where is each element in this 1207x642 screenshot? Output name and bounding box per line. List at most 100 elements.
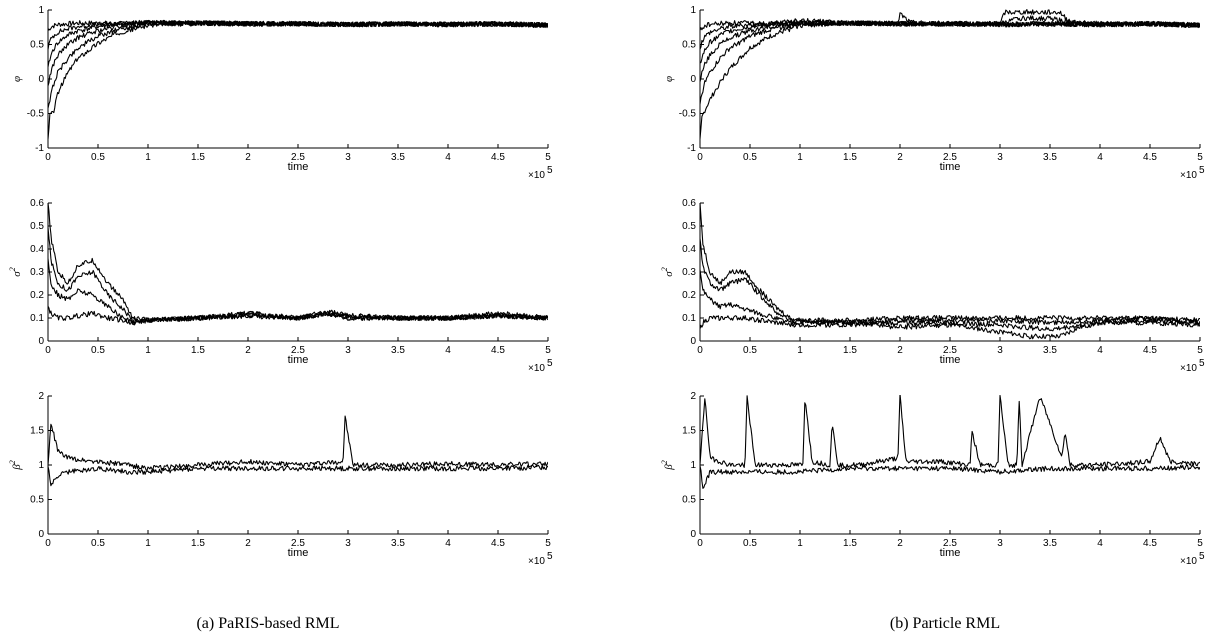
series-line-2: [700, 9, 1200, 50]
x-tick-label: 2.5: [943, 345, 957, 356]
x-tick-label: 1.5: [843, 345, 857, 356]
x-tick-label: 1: [145, 152, 151, 163]
x-tick-label: 0: [697, 152, 703, 163]
y-tick-label: 0.5: [682, 40, 696, 51]
y-tick-label: 2: [690, 391, 696, 402]
series-line-3: [48, 258, 548, 326]
chart-panel-a-1: 0 0.5 1 1.5 2 2.5 3 3.5 4 4.5 5 0 0.1 0.2 0.3 0.4 0.5 0.6…: [8, 198, 553, 374]
chart-panel-a-0: 0 0.5 1 1.5 2 2.5 3 3.5 4 4.5 5 -1 -0.5 0 0.5 1 time ×10 5…: [11, 5, 553, 181]
x-tick-label: 4: [1097, 152, 1103, 163]
y-tick-label: -0.5: [27, 109, 45, 120]
y-tick-label: 0.6: [30, 198, 44, 209]
series-line-1: [700, 202, 1200, 324]
y-tick-label: 0.1: [682, 313, 696, 324]
y-tick-label: 0: [690, 336, 696, 347]
y-tick-label: 0.1: [30, 313, 44, 324]
x-tick-label: 1.5: [843, 538, 857, 549]
x-tick-label: 3: [345, 152, 351, 163]
x-tick-label: 0: [697, 538, 703, 549]
y-tick-label: 0.5: [30, 221, 44, 232]
x-tick-label: 0.5: [91, 152, 105, 163]
y-tick-label: 0.2: [30, 290, 44, 301]
chart-panel-b-3: 0 0.5 1 1.5 2 2.5 3 3.5 4 4.5 5 -1 -0.5 0 0.5 1 time ×10 5…: [663, 5, 1205, 181]
y-axis-label-superscript: 2: [660, 460, 669, 464]
x-tick-label: 4.5: [491, 345, 505, 356]
x-tick-label: 4: [445, 538, 451, 549]
y-tick-label: 0: [38, 529, 44, 540]
x-multiplier-exponent: 5: [1199, 165, 1205, 176]
x-tick-label: 2: [245, 345, 251, 356]
x-multiplier-exponent: 5: [547, 358, 553, 369]
x-tick-label: 4: [1097, 538, 1103, 549]
series-line-6: [700, 20, 1200, 139]
x-tick-label: 3: [997, 345, 1003, 356]
y-tick-label: 0: [690, 74, 696, 85]
x-tick-label: 0.5: [743, 152, 757, 163]
y-tick-label: 1: [38, 5, 44, 16]
y-tick-label: 0.3: [30, 267, 44, 278]
chart-panel-b-5: 0 0.5 1 1.5 2 2.5 3 3.5 4 4.5 5 0 0.5 1 1.5 2 time ×10 5 β2: [660, 391, 1205, 567]
x-axis-label: time: [940, 161, 961, 173]
y-tick-label: 1.5: [682, 426, 696, 437]
series-line-5: [700, 20, 1200, 105]
x-multiplier: ×10: [528, 363, 545, 374]
x-multiplier: ×10: [528, 556, 545, 567]
x-tick-label: 5: [545, 152, 551, 163]
y-tick-label: 0.4: [682, 244, 696, 255]
x-tick-label: 0.5: [743, 345, 757, 356]
y-tick-label: 0.3: [682, 267, 696, 278]
y-tick-label: -0.5: [679, 109, 697, 120]
x-tick-label: 3.5: [1043, 538, 1057, 549]
y-axis-label: σ2: [660, 267, 675, 276]
series-line-2: [700, 238, 1200, 326]
x-tick-label: 1.5: [191, 152, 205, 163]
x-tick-label: 2: [897, 538, 903, 549]
y-axis-label-superscript: 2: [8, 267, 17, 271]
series-line-6: [48, 20, 548, 140]
x-multiplier-exponent: 5: [1199, 358, 1205, 369]
x-tick-label: 3: [997, 538, 1003, 549]
x-tick-label: 2.5: [943, 152, 957, 163]
series-line-4: [48, 20, 548, 86]
x-tick-label: 3: [345, 345, 351, 356]
x-tick-label: 3.5: [1043, 152, 1057, 163]
y-tick-label: 0.5: [682, 495, 696, 506]
x-tick-label: 3: [345, 538, 351, 549]
y-axis-label: β2: [660, 460, 675, 470]
series-line-2: [48, 464, 548, 487]
x-tick-label: 3.5: [391, 345, 405, 356]
x-tick-label: 0: [45, 538, 51, 549]
y-tick-label: -1: [687, 143, 696, 154]
x-axis-label: time: [288, 354, 309, 366]
x-tick-label: 2.5: [943, 538, 957, 549]
x-multiplier: ×10: [528, 170, 545, 181]
x-multiplier: ×10: [1180, 556, 1197, 567]
y-tick-label: 0.5: [30, 495, 44, 506]
y-tick-label: 1: [690, 460, 696, 471]
series-line-1: [48, 415, 548, 471]
series-line-4: [700, 20, 1200, 83]
x-tick-label: 0.5: [743, 538, 757, 549]
x-tick-label: 0.5: [91, 538, 105, 549]
x-tick-label: 2: [245, 538, 251, 549]
x-tick-label: 4.5: [491, 152, 505, 163]
x-tick-label: 1: [797, 152, 803, 163]
y-tick-label: 0: [38, 74, 44, 85]
caption-a: (a) PaRIS-based RML: [196, 615, 339, 632]
y-tick-label: 2: [38, 391, 44, 402]
x-tick-label: 5: [545, 345, 551, 356]
x-tick-label: 4: [445, 152, 451, 163]
x-axis-label: time: [940, 354, 961, 366]
y-tick-label: 0: [690, 529, 696, 540]
x-axis-label: time: [288, 547, 309, 559]
x-tick-label: 4.5: [1143, 152, 1157, 163]
x-tick-label: 2.5: [291, 152, 305, 163]
caption-b: (b) Particle RML: [890, 615, 1000, 632]
chart-panel-a-2: 0 0.5 1 1.5 2 2.5 3 3.5 4 4.5 5 0 0.5 1 1.5 2 time ×10 5 β2: [8, 391, 553, 567]
x-tick-label: 5: [545, 538, 551, 549]
y-tick-label: 0.5: [682, 221, 696, 232]
x-tick-label: 2: [897, 345, 903, 356]
x-tick-label: 1: [145, 538, 151, 549]
x-axis-label: time: [940, 547, 961, 559]
x-tick-label: 2.5: [291, 345, 305, 356]
